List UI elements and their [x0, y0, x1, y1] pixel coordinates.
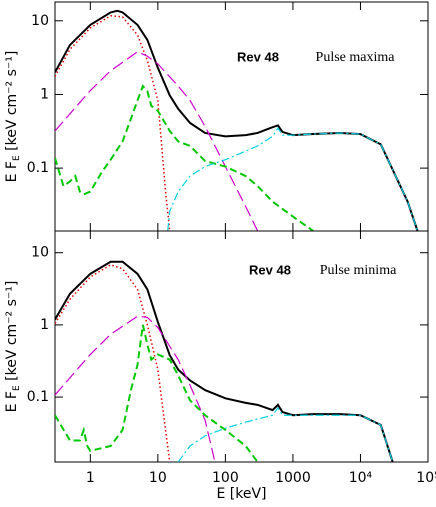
plot-frame — [54, 230, 429, 463]
y-axis-label: E FE [keV cm⁻² s⁻¹] — [4, 281, 22, 413]
y-tick-label: 1 — [40, 86, 49, 102]
x-tick-label: 10 — [149, 470, 167, 486]
curve — [55, 263, 171, 462]
x-axis-label: E [keV] — [216, 486, 266, 502]
curve — [55, 324, 259, 462]
curve — [55, 9, 419, 231]
y-tick-label: 10 — [31, 245, 49, 261]
y-label-part: E F — [4, 161, 20, 182]
y-label-part: [keV cm⁻² s⁻¹] — [4, 51, 20, 156]
x-tick-label: 1000 — [275, 470, 311, 486]
x-tick-label: 10⁴ — [349, 470, 373, 486]
panel: 10 1 0.1 E FE [keV cm⁻² s⁻¹] Rev 48 Pulse max… — [4, 1, 429, 232]
x-tick-label: 1 — [86, 470, 95, 486]
curves — [55, 260, 394, 462]
curve — [55, 260, 394, 462]
curve — [55, 315, 216, 462]
curve — [177, 406, 394, 462]
y-label-part: E F — [4, 391, 20, 412]
curve — [55, 15, 171, 231]
annotation: Rev 48 — [249, 262, 291, 277]
plot-frame — [54, 1, 429, 232]
y-tick-label: 1 — [40, 317, 49, 333]
curve — [55, 51, 259, 231]
curves — [55, 9, 419, 231]
annotation: Rev 48 — [237, 49, 279, 64]
annotation: Pulse maxima — [316, 50, 396, 65]
x-tick-label: 100 — [212, 470, 239, 486]
y-label-part: [keV cm⁻² s⁻¹] — [4, 281, 20, 386]
panel: 10 1 0.1 1 10 100 1000 10⁴ 10⁵ E [keV] E FE [keV c… — [4, 230, 436, 502]
annotation: Pulse minima — [320, 263, 397, 278]
y-label-sub: E — [12, 385, 22, 391]
y-tick-label: 0.1 — [27, 389, 49, 405]
y-axis-label: E FE [keV cm⁻² s⁻¹] — [4, 51, 22, 183]
y-tick-label: 0.1 — [27, 160, 49, 176]
curve — [55, 84, 314, 231]
x-tick-label: 10⁵ — [416, 470, 436, 486]
y-tick-label: 10 — [31, 13, 49, 29]
y-label-sub: E — [12, 155, 22, 161]
